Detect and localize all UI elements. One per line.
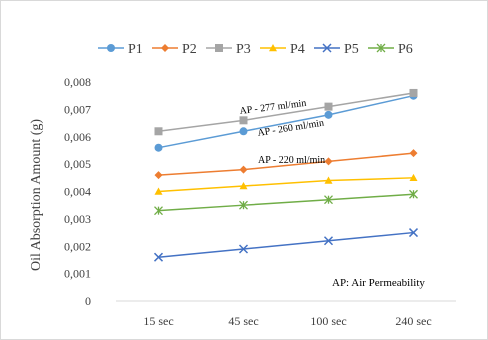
data-point-p6: [154, 206, 163, 216]
legend-marker-p1: [107, 44, 115, 52]
legend-marker-p2: [161, 44, 169, 52]
data-point-p6: [239, 200, 248, 210]
legend-marker-p4: [269, 44, 277, 52]
series-line-p3: [158, 92, 414, 133]
x-tick-label: 240 sec: [395, 314, 431, 328]
data-point-p4: [409, 173, 418, 182]
data-point-p2: [239, 165, 248, 174]
data-point-p1: [239, 127, 248, 136]
legend-marker-p5: [322, 43, 332, 53]
annotation-ap-220: AP - 220 ml/min: [258, 155, 325, 166]
legend-label-p4: P4: [290, 42, 305, 57]
chart-axes: 0 0,001 0,002 0,003 0,004 0,005 0,006 0,007 0,00…: [64, 75, 456, 328]
data-point-p6: [409, 189, 418, 199]
series-line-p1: [158, 94, 414, 149]
y-tick-label: 0,003: [64, 212, 91, 226]
chart-legend: P1 P2 P3 P4 P5 P6: [98, 42, 413, 57]
data-point-p5: [238, 244, 249, 254]
legend-item-p4: P4: [260, 42, 305, 57]
y-tick-label: 0,006: [64, 130, 91, 144]
legend-item-p1: P1: [98, 42, 143, 57]
legend-item-p6: P6: [368, 42, 413, 57]
legend-label-p1: P1: [128, 42, 143, 57]
data-point-p6: [324, 195, 333, 205]
data-point-p4: [239, 182, 248, 190]
y-tick-label: 0,008: [64, 75, 91, 89]
data-point-p2: [409, 149, 418, 158]
legend-label-p5: P5: [344, 42, 359, 57]
data-point-p4: [324, 176, 333, 184]
legend-label-p2: P2: [182, 42, 197, 57]
series-p1: [154, 91, 418, 152]
data-point-p3: [154, 127, 163, 136]
series-line-p6: [158, 193, 414, 212]
data-point-p2: [324, 157, 333, 166]
y-tick-label: 0,001: [64, 267, 91, 281]
data-point-p4: [154, 187, 163, 195]
legend-label-p6: P6: [398, 42, 413, 57]
legend-item-p2: P2: [152, 42, 197, 57]
legend-label-p3: P3: [236, 42, 251, 57]
data-point-p5: [153, 252, 164, 262]
x-tick-label: 45 sec: [228, 314, 258, 328]
series-p3: [154, 88, 418, 136]
data-point-p1: [154, 143, 163, 152]
y-tick-label: 0: [85, 294, 91, 308]
y-tick-label: 0,007: [64, 102, 91, 116]
legend-marker-p6: [376, 43, 386, 53]
data-point-p3: [409, 88, 418, 97]
legend-item-p3: P3: [206, 42, 251, 57]
data-point-p5: [408, 228, 419, 238]
series-line-p5: [158, 231, 414, 258]
series-line-p4: [158, 177, 414, 193]
series-p4: [154, 173, 418, 195]
data-point-p1: [324, 110, 333, 119]
legend-marker-p3: [215, 44, 223, 52]
legend-item-p5: P5: [314, 42, 359, 57]
series-p6: [154, 189, 418, 216]
y-axis-title: Oil Absorption Amount (g): [29, 119, 44, 271]
series-p5: [153, 228, 419, 262]
annotation-ap-260: AP - 260 ml/min: [257, 118, 325, 139]
air-permeability-note: AP: Air Permeability: [332, 277, 425, 289]
annotation-ap-277: AP - 277 ml/min: [239, 98, 307, 117]
x-tick-label: 15 sec: [143, 314, 173, 328]
x-tick-label: 100 sec: [310, 314, 346, 328]
series-p2: [154, 149, 418, 180]
data-point-p5: [323, 236, 334, 246]
annotations: AP - 277 ml/min AP - 260 ml/min AP - 220…: [239, 98, 325, 166]
series-layer: [153, 88, 419, 262]
data-point-p3: [239, 116, 248, 125]
series-line-p2: [158, 152, 414, 176]
data-point-p2: [154, 171, 163, 180]
data-point-p3: [324, 102, 333, 111]
y-tick-label: 0,005: [64, 157, 91, 171]
y-tick-label: 0,002: [64, 239, 91, 253]
y-tick-label: 0,004: [64, 185, 91, 199]
